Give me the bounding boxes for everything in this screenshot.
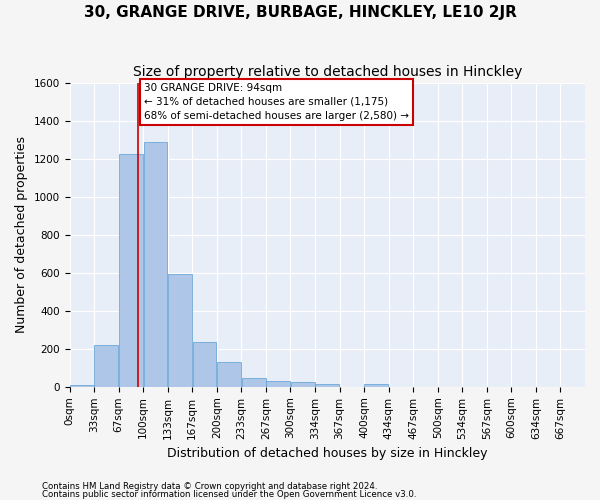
Y-axis label: Number of detached properties: Number of detached properties: [15, 136, 28, 334]
Bar: [266, 381, 290, 387]
Text: Contains public sector information licensed under the Open Government Licence v3: Contains public sector information licen…: [42, 490, 416, 499]
Bar: [193, 342, 217, 387]
Bar: [143, 142, 167, 387]
Title: Size of property relative to detached houses in Hinckley: Size of property relative to detached ho…: [133, 65, 522, 79]
Bar: [70, 385, 94, 387]
Text: 30, GRANGE DRIVE, BURBAGE, HINCKLEY, LE10 2JR: 30, GRANGE DRIVE, BURBAGE, HINCKLEY, LE1…: [83, 5, 517, 20]
Bar: [242, 378, 266, 387]
Text: 30 GRANGE DRIVE: 94sqm
← 31% of detached houses are smaller (1,175)
68% of semi-: 30 GRANGE DRIVE: 94sqm ← 31% of detached…: [144, 83, 409, 121]
Bar: [119, 154, 143, 387]
Bar: [217, 362, 241, 387]
Bar: [364, 384, 388, 387]
X-axis label: Distribution of detached houses by size in Hinckley: Distribution of detached houses by size …: [167, 447, 488, 460]
Text: Contains HM Land Registry data © Crown copyright and database right 2024.: Contains HM Land Registry data © Crown c…: [42, 482, 377, 491]
Bar: [316, 384, 339, 387]
Bar: [94, 345, 118, 387]
Bar: [168, 274, 192, 387]
Bar: [291, 382, 314, 387]
